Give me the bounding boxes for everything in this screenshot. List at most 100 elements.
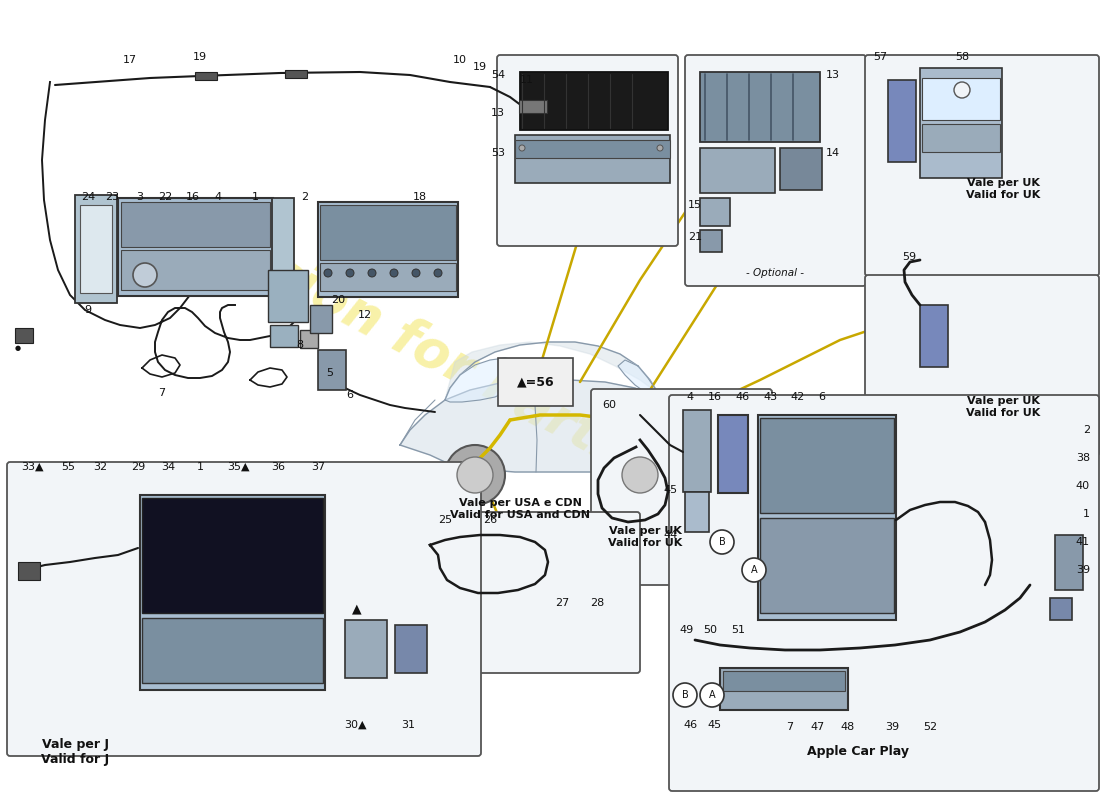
FancyBboxPatch shape	[515, 140, 670, 158]
Text: 58: 58	[955, 52, 969, 62]
Text: 57: 57	[873, 52, 887, 62]
Text: 26: 26	[483, 515, 497, 525]
Text: 42: 42	[791, 392, 805, 402]
Circle shape	[368, 269, 376, 277]
FancyBboxPatch shape	[399, 512, 640, 673]
Text: 5: 5	[327, 368, 333, 378]
Text: 46: 46	[735, 392, 749, 402]
Text: 50: 50	[703, 625, 717, 635]
Text: 45: 45	[708, 720, 722, 730]
Text: ▲=56: ▲=56	[517, 375, 554, 389]
FancyBboxPatch shape	[15, 328, 33, 343]
Text: 47: 47	[811, 722, 825, 732]
FancyBboxPatch shape	[142, 618, 323, 683]
FancyBboxPatch shape	[519, 100, 547, 113]
Text: 1: 1	[1084, 509, 1090, 519]
FancyBboxPatch shape	[723, 671, 845, 691]
Text: 49: 49	[680, 625, 694, 635]
Text: 15: 15	[688, 200, 702, 210]
Text: 22: 22	[158, 192, 172, 202]
Text: 31: 31	[402, 720, 415, 730]
Text: Vale per UK
Valid for UK: Vale per UK Valid for UK	[966, 396, 1040, 418]
Text: 52: 52	[923, 722, 937, 732]
FancyBboxPatch shape	[318, 350, 346, 390]
FancyBboxPatch shape	[497, 55, 678, 246]
FancyBboxPatch shape	[758, 415, 896, 620]
Circle shape	[346, 269, 354, 277]
Text: 32: 32	[92, 462, 107, 472]
Text: 46: 46	[683, 720, 697, 730]
Circle shape	[742, 558, 766, 582]
FancyBboxPatch shape	[700, 230, 722, 252]
FancyBboxPatch shape	[1055, 535, 1084, 590]
Text: 16: 16	[708, 392, 722, 402]
Circle shape	[390, 269, 398, 277]
Text: ▲: ▲	[352, 602, 362, 615]
Circle shape	[700, 683, 724, 707]
Text: 60: 60	[602, 400, 616, 410]
Text: 4: 4	[686, 392, 694, 402]
Text: Vale per USA e CDN
Valid for USA and CDN: Vale per USA e CDN Valid for USA and CDN	[450, 498, 590, 520]
Text: 39: 39	[884, 722, 899, 732]
Text: 59: 59	[902, 252, 916, 262]
Text: 39: 39	[1076, 565, 1090, 575]
FancyBboxPatch shape	[760, 518, 894, 613]
Text: 27: 27	[556, 598, 570, 608]
Text: 43: 43	[763, 392, 777, 402]
Circle shape	[412, 269, 420, 277]
Circle shape	[133, 263, 157, 287]
Circle shape	[446, 445, 505, 505]
FancyBboxPatch shape	[318, 202, 458, 297]
FancyBboxPatch shape	[195, 72, 217, 80]
FancyBboxPatch shape	[320, 263, 456, 291]
FancyBboxPatch shape	[700, 148, 776, 193]
Text: Vale per UK
Valid for UK: Vale per UK Valid for UK	[966, 178, 1040, 200]
FancyBboxPatch shape	[865, 55, 1099, 276]
FancyBboxPatch shape	[498, 358, 573, 406]
Text: 53: 53	[491, 148, 505, 158]
Text: 14: 14	[826, 148, 840, 158]
Polygon shape	[400, 380, 700, 474]
Text: 20: 20	[331, 295, 345, 305]
FancyBboxPatch shape	[920, 68, 1002, 178]
FancyBboxPatch shape	[310, 305, 332, 333]
Text: - Optional -: - Optional -	[746, 268, 804, 278]
FancyBboxPatch shape	[272, 198, 294, 296]
FancyBboxPatch shape	[669, 395, 1099, 791]
FancyBboxPatch shape	[591, 389, 772, 585]
Circle shape	[456, 457, 493, 493]
Text: 18: 18	[412, 192, 427, 202]
FancyBboxPatch shape	[920, 305, 948, 367]
Circle shape	[324, 269, 332, 277]
Text: 7: 7	[158, 388, 166, 398]
FancyBboxPatch shape	[720, 668, 848, 710]
FancyBboxPatch shape	[888, 80, 916, 162]
FancyBboxPatch shape	[345, 620, 387, 678]
Text: 4: 4	[214, 192, 221, 202]
Text: 55: 55	[60, 462, 75, 472]
Text: 51: 51	[732, 625, 745, 635]
Text: 8: 8	[296, 340, 304, 350]
Text: Apple Car Play: Apple Car Play	[807, 745, 909, 758]
Text: 1: 1	[197, 462, 204, 472]
Text: A: A	[708, 690, 715, 700]
Circle shape	[710, 530, 734, 554]
Text: 25: 25	[438, 515, 452, 525]
Text: 41: 41	[1076, 537, 1090, 547]
FancyBboxPatch shape	[700, 198, 730, 226]
Text: Vale per J
Valid for J: Vale per J Valid for J	[41, 738, 109, 766]
Circle shape	[954, 82, 970, 98]
Text: 38: 38	[1076, 453, 1090, 463]
Text: B: B	[718, 537, 725, 547]
Text: 10: 10	[453, 55, 468, 65]
Circle shape	[434, 269, 442, 277]
FancyBboxPatch shape	[685, 55, 866, 286]
Text: 54: 54	[491, 70, 505, 80]
Text: 48: 48	[840, 722, 855, 732]
Text: 11: 11	[520, 75, 534, 85]
Text: 16: 16	[186, 192, 200, 202]
Text: B: B	[682, 690, 689, 700]
Text: 24: 24	[81, 192, 95, 202]
Text: 12: 12	[358, 310, 372, 320]
Text: 30▲: 30▲	[343, 720, 366, 730]
